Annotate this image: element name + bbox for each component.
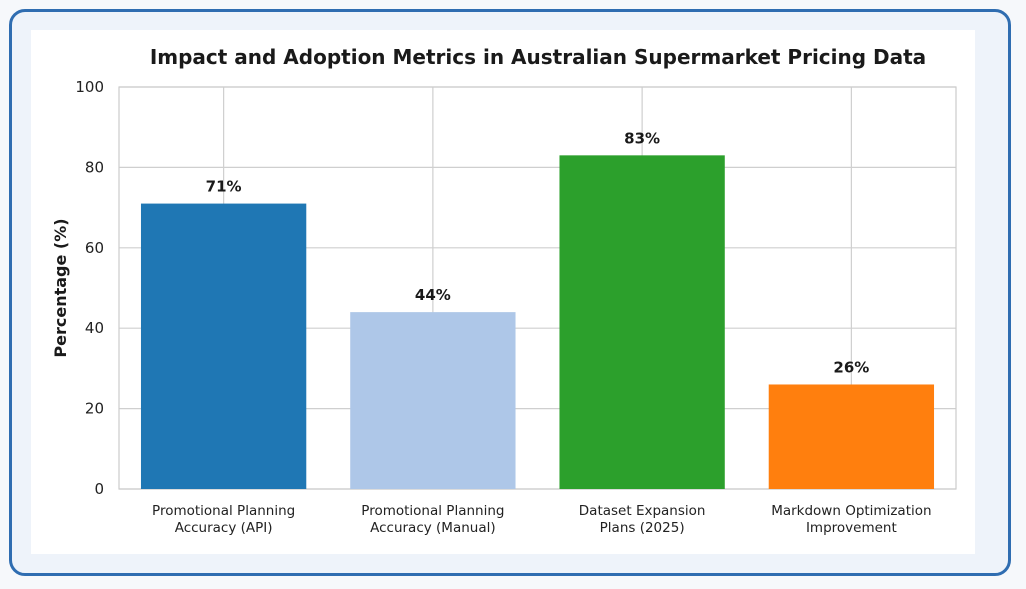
x-tick-label: Markdown Optimization: [771, 503, 931, 519]
y-axis-label: Percentage (%): [51, 218, 70, 357]
x-tick-label: Plans (2025): [600, 520, 685, 536]
bar: [768, 384, 935, 489]
x-tick-label: Improvement: [806, 520, 897, 536]
data-labels: 71% 44% 83% 26%: [206, 129, 870, 376]
y-tick-label: 40: [85, 319, 104, 337]
x-tick-label: Accuracy (Manual): [370, 520, 496, 536]
x-tick-label: Accuracy (API): [175, 520, 273, 536]
y-tick-label: 0: [94, 480, 104, 498]
data-label: 26%: [833, 358, 869, 376]
y-tick-label: 20: [85, 400, 104, 418]
x-tick-label: Promotional Planning: [152, 503, 295, 519]
chart-title: Impact and Adoption Metrics in Australia…: [150, 45, 926, 69]
bar: [350, 312, 516, 489]
bar: [140, 203, 307, 489]
bars: [140, 155, 935, 489]
x-tick-label: Promotional Planning: [361, 503, 504, 519]
y-tick-label: 80: [85, 158, 104, 176]
y-tick-label: 100: [75, 78, 104, 96]
data-label: 83%: [624, 129, 660, 147]
x-tick-label: Dataset Expansion: [579, 503, 706, 519]
data-label: 71%: [206, 178, 242, 196]
data-label: 44%: [415, 286, 451, 304]
plot-border: [118, 86, 957, 490]
bar: [559, 155, 725, 489]
y-tick-label: 60: [85, 239, 104, 257]
